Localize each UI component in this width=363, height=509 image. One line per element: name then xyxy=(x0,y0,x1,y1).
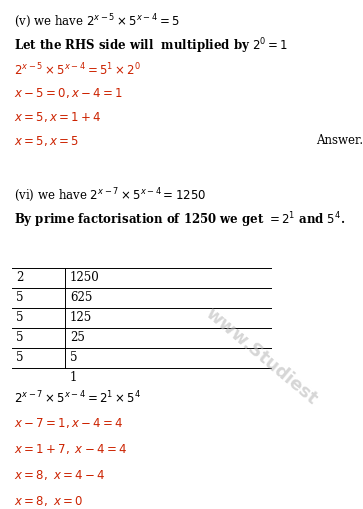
Text: 125: 125 xyxy=(70,311,92,324)
Text: Answer.: Answer. xyxy=(316,134,363,147)
Text: 1: 1 xyxy=(70,371,77,384)
Text: www.Studiest: www.Studiest xyxy=(202,304,321,408)
Text: $x - 5 = 0, x - 4 = 1$: $x - 5 = 0, x - 4 = 1$ xyxy=(14,86,123,100)
Text: 5: 5 xyxy=(16,351,24,364)
Text: By prime factorisation of 1250 we get $= 2^1$ and $5^4$.: By prime factorisation of 1250 we get $=… xyxy=(14,210,345,230)
Text: $x = 5, x = 5$: $x = 5, x = 5$ xyxy=(14,134,79,148)
Text: 5: 5 xyxy=(16,291,24,304)
Text: $2^{x-7} \times 5^{x-4} = 2^1 \times 5^4$: $2^{x-7} \times 5^{x-4} = 2^1 \times 5^4… xyxy=(14,390,141,407)
Text: 5: 5 xyxy=(16,311,24,324)
Text: Let the RHS side will  multiplied by $2^0 = 1$: Let the RHS side will multiplied by $2^0… xyxy=(14,36,288,55)
Text: $x = 1 + 7,\ x - 4 = 4$: $x = 1 + 7,\ x - 4 = 4$ xyxy=(14,442,127,456)
Text: $x - 7 = 1, x - 4 = 4$: $x - 7 = 1, x - 4 = 4$ xyxy=(14,416,123,430)
Text: $2^{x-5} \times 5^{x-4} = 5^1 \times 2^0$: $2^{x-5} \times 5^{x-4} = 5^1 \times 2^0… xyxy=(14,62,141,78)
Text: $x = 8,\ x = 0$: $x = 8,\ x = 0$ xyxy=(14,494,83,508)
Text: (vi) we have $2^{x-7} \times 5^{x-4} = 1250$: (vi) we have $2^{x-7} \times 5^{x-4} = 1… xyxy=(14,186,206,204)
Text: $x = 5, x = 1 + 4$: $x = 5, x = 1 + 4$ xyxy=(14,110,101,124)
Text: 5: 5 xyxy=(70,351,77,364)
Text: 5: 5 xyxy=(16,331,24,344)
Text: (v) we have $2^{x-5} \times 5^{x-4} = 5$: (v) we have $2^{x-5} \times 5^{x-4} = 5$ xyxy=(14,12,180,30)
Text: 1250: 1250 xyxy=(70,271,100,284)
Text: $x = 8,\ x = 4 - 4$: $x = 8,\ x = 4 - 4$ xyxy=(14,468,105,482)
Text: 25: 25 xyxy=(70,331,85,344)
Text: 2: 2 xyxy=(16,271,23,284)
Text: 625: 625 xyxy=(70,291,92,304)
